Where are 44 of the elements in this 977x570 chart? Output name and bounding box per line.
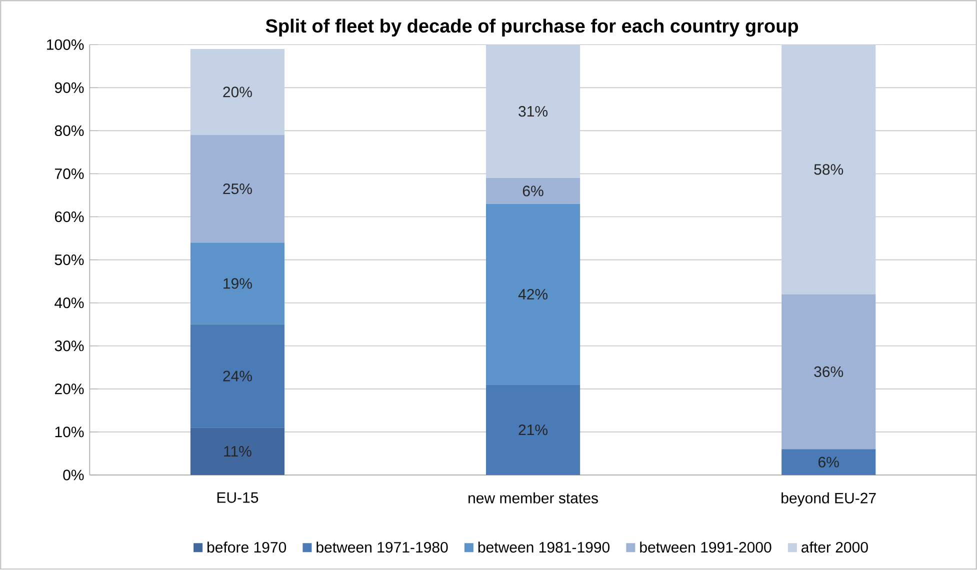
bar xyxy=(486,384,580,476)
bar xyxy=(782,294,876,450)
y-tick-label: 80% xyxy=(54,126,84,136)
data-label: 19% xyxy=(224,278,252,289)
bar xyxy=(190,135,284,243)
bar xyxy=(190,324,284,428)
x-tick-label: beyond EU-27 xyxy=(782,492,876,507)
y-tick-label: 60% xyxy=(54,212,84,222)
x-tick-label: new member states xyxy=(468,492,598,504)
data-label: 36% xyxy=(814,366,844,378)
bar xyxy=(486,204,580,385)
legend-label: after 2000 xyxy=(802,542,868,553)
bar xyxy=(486,178,580,204)
y-tick-label: 50% xyxy=(54,254,84,266)
legend-label: between 1991-2000 xyxy=(640,542,772,553)
data-label: 11% xyxy=(224,446,252,457)
y-tick-label: 100% xyxy=(47,39,84,50)
data-label: 25% xyxy=(223,184,252,194)
y-tick-label: 40% xyxy=(54,298,84,308)
bar xyxy=(486,44,580,178)
y-tick-label: 30% xyxy=(54,340,84,352)
legend-label: between 1971-1980 xyxy=(316,542,448,553)
data-label: 21% xyxy=(518,424,548,436)
data-label: 42% xyxy=(518,289,548,300)
y-tick-label: 10% xyxy=(55,426,84,438)
bar xyxy=(190,49,284,136)
bar xyxy=(782,449,876,476)
legend-label: before 1970 xyxy=(208,542,286,553)
bar xyxy=(190,428,284,476)
y-tick-label: 90% xyxy=(54,82,84,94)
data-label: 24% xyxy=(223,370,252,382)
x-tick-label: EU-15 xyxy=(217,492,258,504)
y-tick-label: 0% xyxy=(63,470,84,480)
chart-title: Split of fleet by decade of purchase for each country group xyxy=(266,18,798,37)
y-tick-label: 70% xyxy=(55,168,84,180)
data-label: 31% xyxy=(518,106,548,117)
data-label: 20% xyxy=(223,86,252,98)
y-tick-label: 20% xyxy=(54,384,84,394)
data-label: 6% xyxy=(522,186,544,196)
bar xyxy=(782,44,876,294)
data-label: 58% xyxy=(814,164,844,175)
legend-label: between 1981-1990 xyxy=(478,542,610,553)
data-label: 6% xyxy=(818,456,839,468)
bar xyxy=(190,242,284,325)
